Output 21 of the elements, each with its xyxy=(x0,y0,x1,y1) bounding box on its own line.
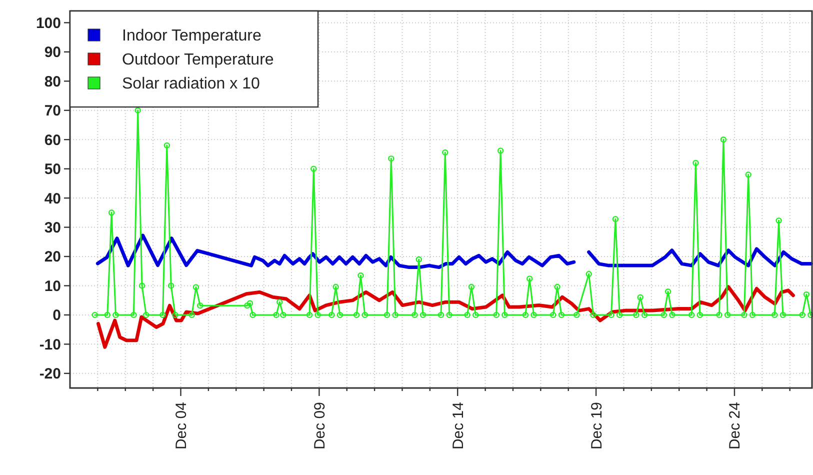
x-tick-label: Dec 24 xyxy=(726,402,744,450)
legend-label: Solar radiation x 10 xyxy=(122,76,260,93)
y-tick-label: 30 xyxy=(44,220,61,237)
x-tick-label: Dec 04 xyxy=(172,402,190,450)
y-tick-label: 60 xyxy=(44,132,61,149)
y-tick-label: 50 xyxy=(44,161,61,178)
y-tick-label: 90 xyxy=(44,44,61,62)
y-tick-label: 10 xyxy=(44,278,61,295)
x-tick-label: Dec 09 xyxy=(311,402,328,450)
y-tick-label: 70 xyxy=(44,102,61,120)
y-tick-label: 20 xyxy=(44,248,61,266)
legend-label: Indoor Temperature xyxy=(122,28,262,45)
y-tick-label: 80 xyxy=(44,73,61,90)
y-tick-label: 0 xyxy=(52,307,61,324)
y-tick-label: 100 xyxy=(36,14,61,32)
legend-label: Outdoor Temperature xyxy=(122,52,274,69)
x-tick-label: Dec 14 xyxy=(450,402,467,450)
y-tick-label: 40 xyxy=(44,190,61,208)
x-tick-label: Dec 19 xyxy=(588,402,606,450)
y-tick-label: -20 xyxy=(39,366,61,383)
y-tick-label: -10 xyxy=(39,336,61,354)
